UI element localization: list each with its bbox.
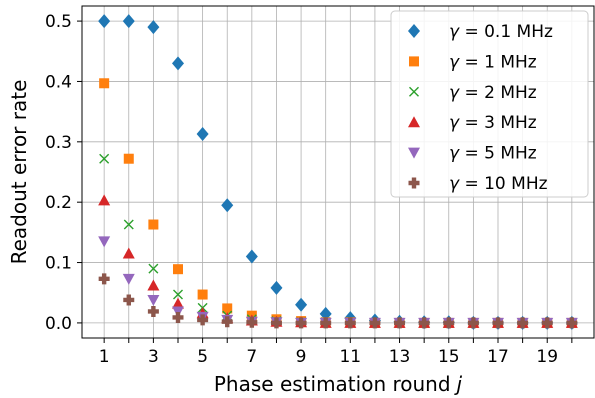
- data-point: [147, 305, 159, 317]
- legend-label: γ = 10 MHz: [449, 174, 548, 194]
- legend-label: γ = 3 MHz: [449, 113, 537, 133]
- data-point: [270, 317, 282, 329]
- x-axis-label: Phase estimation round j: [214, 372, 463, 396]
- x-tick-label: 15: [438, 347, 460, 367]
- x-axis-label-text: Phase estimation round: [214, 372, 451, 396]
- x-tick-label: 5: [197, 347, 208, 367]
- series-gamma-10: [98, 273, 578, 329]
- data-point: [394, 317, 406, 329]
- y-axis-label: Readout error rate: [7, 80, 31, 265]
- y-tick-label: 0.0: [45, 314, 72, 334]
- legend-marker: [409, 86, 419, 97]
- axis-ticks: 1 3 5 7 9 11 13 15 17 190.00.10.20.30.40.5: [45, 12, 573, 367]
- data-point: [196, 126, 209, 141]
- data-point: [123, 294, 135, 306]
- data-point: [98, 273, 110, 285]
- data-point: [173, 289, 183, 300]
- x-tick-label: 1: [99, 347, 110, 367]
- legend-label: γ = 5 MHz: [449, 144, 537, 164]
- data-point: [98, 236, 111, 248]
- data-point: [122, 247, 135, 259]
- legend-entry: γ = 1 MHz: [409, 52, 537, 72]
- legend: γ = 0.1 MHz γ = 1 MHz γ = 2 MHz γ = 3 MHz γ …: [390, 10, 589, 198]
- legend-label: γ = 0.1 MHz: [449, 22, 553, 42]
- data-points: [98, 14, 578, 330]
- legend-entry: γ = 3 MHz: [408, 113, 537, 133]
- data-point: [122, 273, 135, 285]
- y-tick-label: 0.1: [45, 254, 72, 274]
- data-point: [172, 311, 184, 323]
- data-point: [443, 317, 455, 329]
- data-point: [517, 317, 529, 329]
- x-tick-label: 17: [487, 347, 509, 367]
- data-point: [270, 280, 283, 295]
- data-point: [123, 219, 134, 230]
- legend-marker: [408, 177, 420, 189]
- data-point: [172, 297, 184, 309]
- series-gamma-3: [98, 194, 578, 328]
- data-point: [99, 153, 110, 164]
- data-point: [147, 294, 160, 306]
- data-point: [122, 14, 135, 29]
- y-tick-label: 0.4: [45, 72, 72, 92]
- x-tick-label: 19: [536, 347, 558, 367]
- data-point: [197, 289, 208, 300]
- legend-label: γ = 1 MHz: [449, 52, 537, 72]
- data-point: [246, 316, 258, 328]
- y-tick-label: 0.3: [45, 133, 72, 153]
- data-point: [197, 314, 209, 326]
- data-point: [123, 153, 134, 164]
- data-point: [147, 279, 160, 291]
- data-point: [147, 20, 160, 35]
- x-tick-label: 9: [296, 347, 307, 367]
- data-point: [541, 317, 553, 329]
- data-point: [99, 78, 110, 89]
- legend-marker: [408, 116, 420, 128]
- x-tick-label: 3: [148, 347, 159, 367]
- x-tick-label: 7: [246, 347, 257, 367]
- data-point: [173, 264, 183, 275]
- data-point: [172, 306, 184, 318]
- data-point: [492, 317, 504, 329]
- legend-entry: γ = 2 MHz: [409, 83, 537, 103]
- data-point: [369, 317, 381, 329]
- data-point: [221, 316, 233, 328]
- legend-marker: [408, 24, 420, 38]
- legend-label: γ = 2 MHz: [449, 83, 537, 103]
- data-point: [245, 249, 258, 264]
- data-point: [295, 317, 307, 329]
- data-point: [418, 317, 430, 329]
- data-point: [98, 14, 111, 29]
- data-point: [148, 263, 159, 274]
- legend-box: [390, 10, 589, 198]
- data-point: [344, 317, 356, 329]
- data-point: [222, 303, 233, 314]
- y-tick-label: 0.5: [45, 12, 72, 32]
- data-point: [320, 317, 332, 329]
- legend-marker: [409, 56, 419, 67]
- legend-entry: γ = 10 MHz: [408, 174, 548, 194]
- series-gamma-5: [98, 236, 578, 329]
- data-point: [172, 56, 184, 71]
- y-tick-label: 0.2: [45, 193, 72, 213]
- x-axis-label-var: j: [454, 372, 463, 396]
- data-point: [566, 317, 578, 329]
- data-point: [467, 317, 479, 329]
- x-tick-label: 11: [339, 347, 361, 367]
- x-tick-label: 13: [389, 347, 411, 367]
- data-point: [295, 297, 308, 312]
- data-point: [221, 198, 234, 213]
- legend-marker: [408, 147, 420, 159]
- data-point: [98, 194, 111, 206]
- legend-entry: γ = 0.1 MHz: [408, 22, 553, 42]
- legend-entry: γ = 5 MHz: [408, 144, 537, 164]
- plot-frame: [81, 5, 595, 339]
- data-point: [148, 219, 159, 230]
